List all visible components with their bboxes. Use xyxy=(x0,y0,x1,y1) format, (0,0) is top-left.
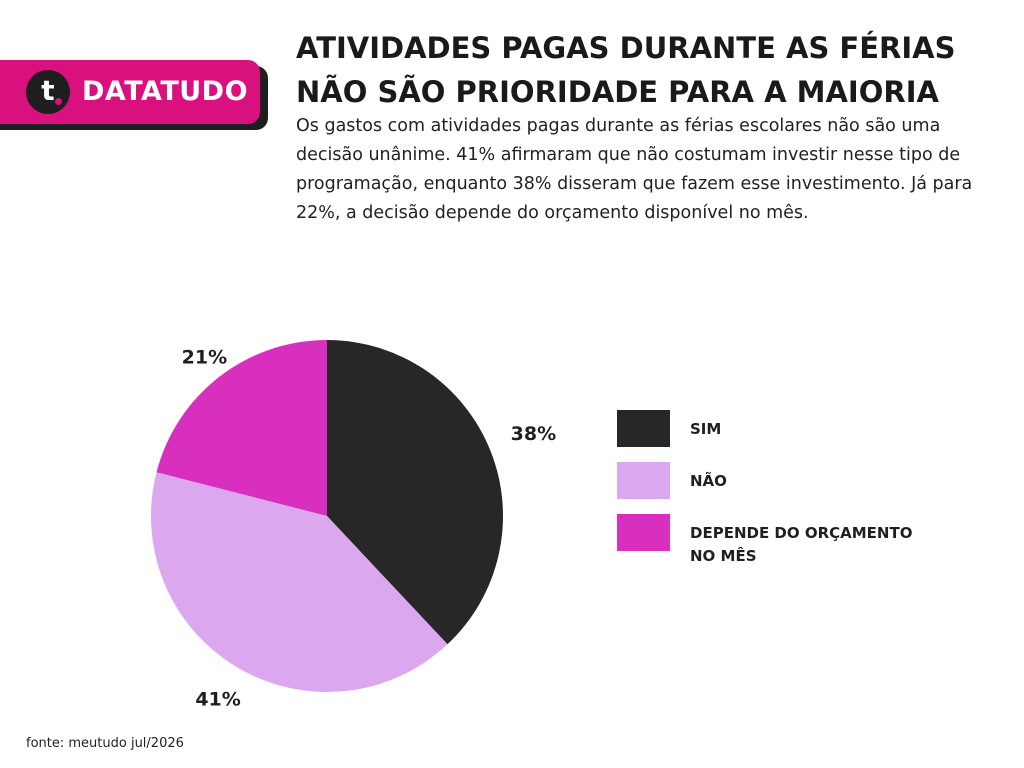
brand-badge: t DATATUDO xyxy=(0,60,268,130)
pie-slice-1 xyxy=(327,340,504,645)
chart-subtitle: Os gastos com atividades pagas durante a… xyxy=(296,116,973,223)
legend-label-3-line-2: NO MÊS xyxy=(690,547,757,565)
chart-title: ATIVIDADES PAGAS DURANTE AS FÉRIAS NÃO S… xyxy=(296,26,996,114)
chart-title-line-1: ATIVIDADES PAGAS DURANTE AS FÉRIAS xyxy=(296,31,956,65)
legend-label-2: NÃO xyxy=(690,470,990,493)
pie-data-label-2: 41% xyxy=(195,689,240,711)
brand-logo-letter: t xyxy=(41,74,55,107)
legend-label-3: DEPENDE DO ORÇAMENTO NO MÊS xyxy=(690,522,990,568)
pie-slice-3 xyxy=(156,340,327,516)
brand-logo-dot xyxy=(55,98,62,105)
brand-name: DATATUDO xyxy=(82,76,249,107)
brand-badge-box: t DATATUDO xyxy=(0,60,260,124)
brand-logo-icon: t xyxy=(26,70,70,114)
legend-swatch-2 xyxy=(617,462,670,499)
source-note: fonte: meutudo jul/2026 xyxy=(26,736,184,751)
chart-title-line-2: NÃO SÃO PRIORIDADE PARA A MAIORIA xyxy=(296,75,939,109)
legend-swatch-3 xyxy=(617,514,670,551)
pie-data-label-3: 21% xyxy=(182,346,227,368)
legend-label-1: SIM xyxy=(690,418,990,441)
legend-label-3-line-1: DEPENDE DO ORÇAMENTO xyxy=(690,524,913,542)
legend-label-1-line-1: SIM xyxy=(690,420,722,438)
legend-swatch-1 xyxy=(617,410,670,447)
pie-data-label-1: 38% xyxy=(511,423,556,445)
legend-label-2-line-1: NÃO xyxy=(690,472,727,490)
pie-slice-2 xyxy=(150,472,448,693)
pie-chart: 38% 41% 21% xyxy=(150,340,556,711)
